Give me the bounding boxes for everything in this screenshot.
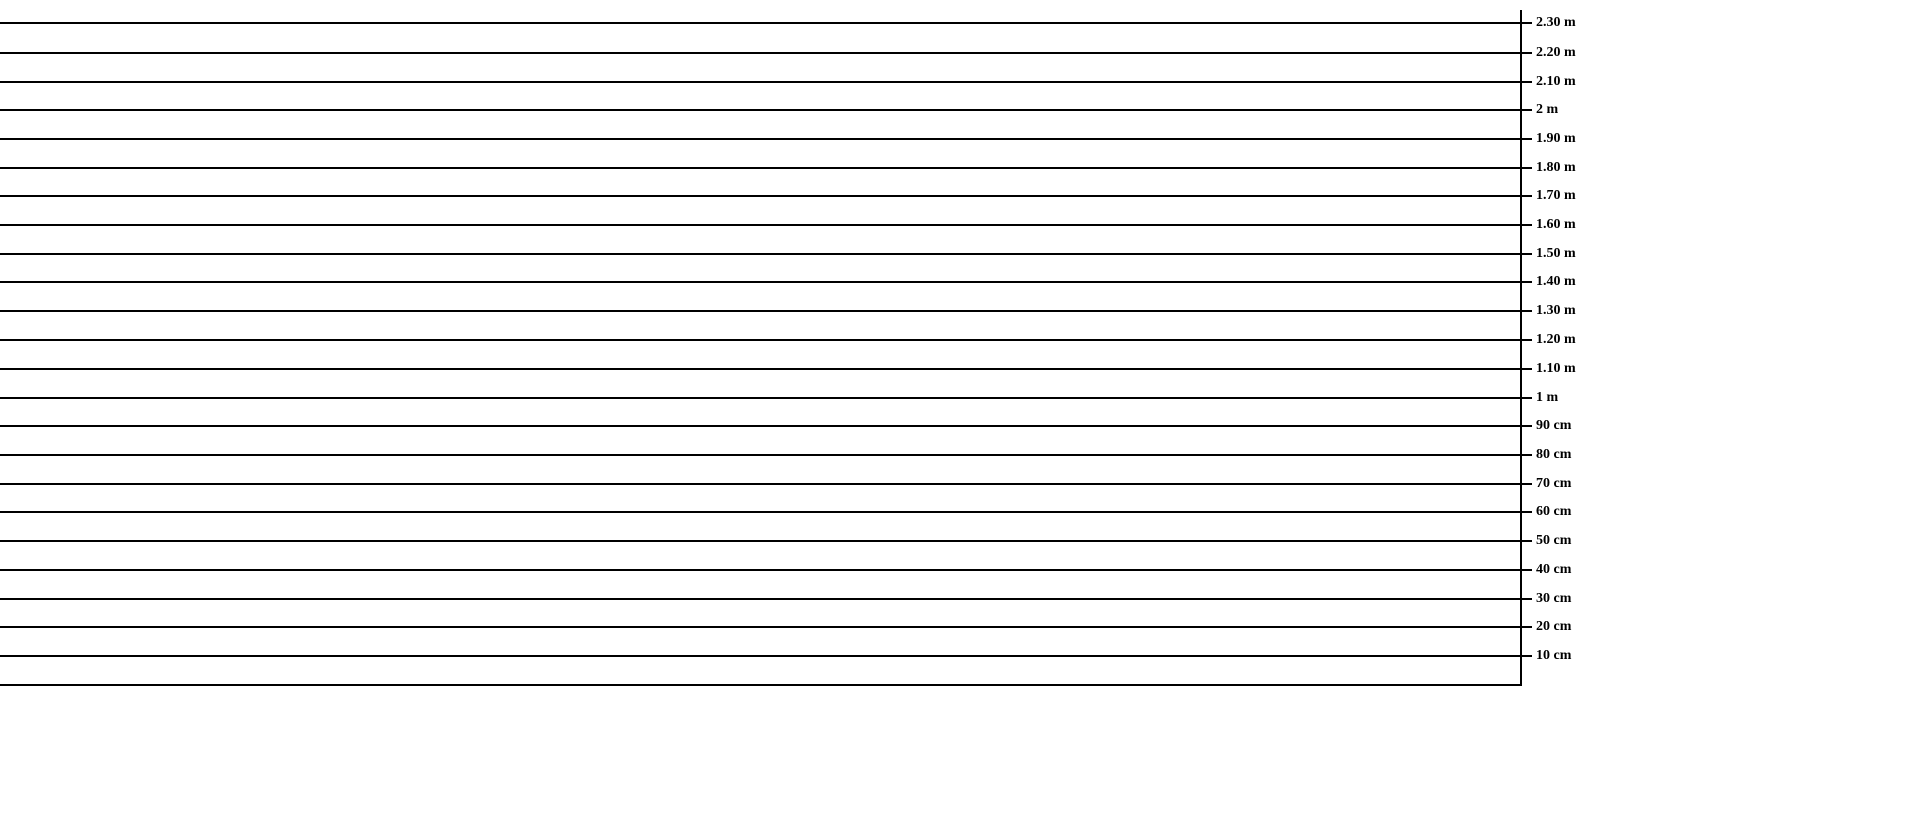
- gridline: [0, 52, 1520, 54]
- tick-label: 1 m: [1536, 390, 1558, 406]
- tick-label: 1.20 m: [1536, 332, 1576, 348]
- tick-label: 2.20 m: [1536, 45, 1576, 61]
- tick-mark: [1522, 598, 1532, 600]
- gridline: [0, 224, 1520, 226]
- gridline: [0, 138, 1520, 140]
- gridline: [0, 569, 1520, 571]
- tick-mark: [1522, 368, 1532, 370]
- gridline: [0, 310, 1520, 312]
- tick-mark: [1522, 397, 1532, 399]
- tick-label: 10 cm: [1536, 648, 1571, 664]
- gridline: [0, 425, 1520, 427]
- y-axis: [1520, 10, 1522, 686]
- gridline: [0, 368, 1520, 370]
- tick-mark: [1522, 253, 1532, 255]
- tick-label: 50 cm: [1536, 533, 1571, 549]
- tick-label: 20 cm: [1536, 619, 1571, 635]
- tick-mark: [1522, 655, 1532, 657]
- tick-mark: [1522, 167, 1532, 169]
- tick-mark: [1522, 626, 1532, 628]
- tick-label: 80 cm: [1536, 447, 1571, 463]
- gridline: [0, 109, 1520, 111]
- gridline: [0, 195, 1520, 197]
- gridline: [0, 511, 1520, 513]
- height-scale-chart: 2.30 m 2.20 m 2.10 m 2 m 1.90 m 1.80 m 1.70 m 1…: [0, 0, 1920, 825]
- tick-mark: [1522, 109, 1532, 111]
- tick-mark: [1522, 483, 1532, 485]
- tick-mark: [1522, 339, 1532, 341]
- tick-mark: [1522, 310, 1532, 312]
- tick-mark: [1522, 224, 1532, 226]
- gridline: [0, 22, 1520, 24]
- tick-label: 40 cm: [1536, 562, 1571, 578]
- tick-label: 1.40 m: [1536, 274, 1576, 290]
- tick-label: 2 m: [1536, 102, 1558, 118]
- gridline: [0, 81, 1520, 83]
- tick-label: 70 cm: [1536, 476, 1571, 492]
- tick-label: 2.30 m: [1536, 15, 1576, 31]
- gridline: [0, 454, 1520, 456]
- tick-label: 1.70 m: [1536, 188, 1576, 204]
- gridline: [0, 339, 1520, 341]
- tick-mark: [1522, 81, 1532, 83]
- tick-mark: [1522, 22, 1532, 24]
- tick-label: 30 cm: [1536, 591, 1571, 607]
- tick-label: 1.80 m: [1536, 160, 1576, 176]
- tick-label: 1.30 m: [1536, 303, 1576, 319]
- tick-label: 2.10 m: [1536, 74, 1576, 90]
- tick-mark: [1522, 425, 1532, 427]
- gridline: [0, 655, 1520, 657]
- tick-label: 1.10 m: [1536, 361, 1576, 377]
- gridline: [0, 397, 1520, 399]
- gridline: [0, 281, 1520, 283]
- baseline: [0, 684, 1522, 686]
- tick-label: 1.90 m: [1536, 131, 1576, 147]
- gridline: [0, 626, 1520, 628]
- tick-mark: [1522, 195, 1532, 197]
- tick-mark: [1522, 138, 1532, 140]
- tick-mark: [1522, 454, 1532, 456]
- gridline: [0, 540, 1520, 542]
- tick-label: 1.60 m: [1536, 217, 1576, 233]
- tick-mark: [1522, 52, 1532, 54]
- tick-mark: [1522, 540, 1532, 542]
- tick-mark: [1522, 511, 1532, 513]
- tick-label: 1.50 m: [1536, 246, 1576, 262]
- gridline: [0, 483, 1520, 485]
- gridline: [0, 167, 1520, 169]
- tick-mark: [1522, 569, 1532, 571]
- tick-mark: [1522, 281, 1532, 283]
- gridline: [0, 598, 1520, 600]
- tick-label: 60 cm: [1536, 504, 1571, 520]
- gridline: [0, 253, 1520, 255]
- tick-label: 90 cm: [1536, 418, 1571, 434]
